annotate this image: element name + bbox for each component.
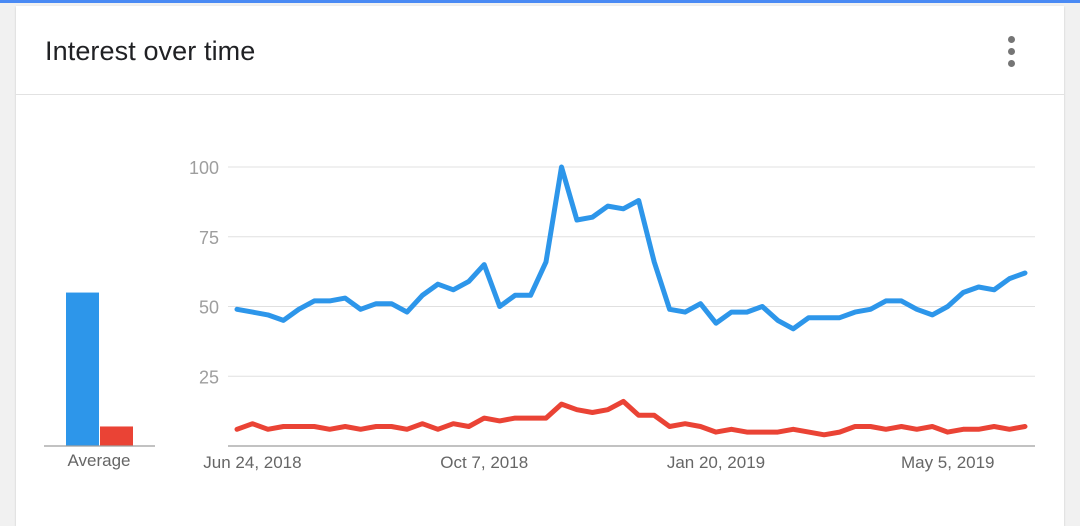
x-tick-label-4: May 5, 2019 <box>901 453 995 472</box>
average-bar-1 <box>66 292 99 446</box>
y-tick-label-75: 75 <box>199 228 219 248</box>
interest-chart: 25 50 75 100 Jun 24, 2018 Oct 7, 2018 Jan 20, … <box>44 158 1035 472</box>
interest-over-time-card: Interest over time <box>16 6 1064 526</box>
x-tick-label-3: Jan 20, 2019 <box>667 453 765 472</box>
series-1-line <box>234 164 1028 332</box>
series-2-line <box>234 398 1028 438</box>
y-tick-label-100: 100 <box>189 158 219 178</box>
x-tick-label-2: Oct 7, 2018 <box>440 453 528 472</box>
more-vert-icon[interactable] <box>998 32 1026 72</box>
average-bar-2 <box>100 426 133 446</box>
y-tick-label-25: 25 <box>199 367 219 387</box>
card-title: Interest over time <box>45 36 256 66</box>
x-tick-label-1: Jun 24, 2018 <box>203 453 301 472</box>
average-label: Average <box>67 451 130 470</box>
card-header: Interest over time <box>16 6 1064 95</box>
top-accent-bar <box>0 0 1080 3</box>
y-tick-label-50: 50 <box>199 298 219 318</box>
